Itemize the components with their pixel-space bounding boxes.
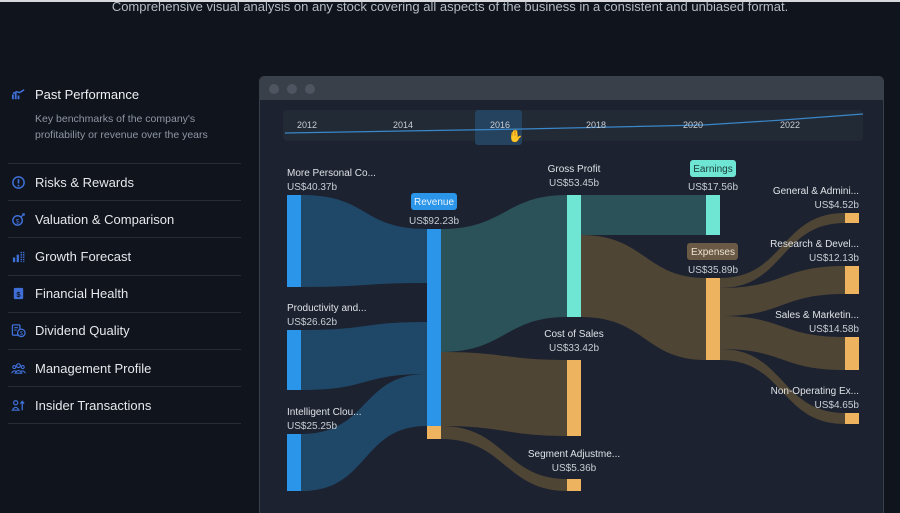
node-value: US$14.58b xyxy=(809,324,859,335)
node-value: US$17.56b xyxy=(688,182,738,193)
node-value: US$4.52b xyxy=(815,200,860,211)
timeline-year[interactable]: 2012 xyxy=(297,120,318,130)
person-arrow-icon xyxy=(10,397,26,413)
node-bar-revenue[interactable] xyxy=(427,229,441,426)
sidebar-item-label: Growth Forecast xyxy=(35,248,132,264)
sidebar-item-past-performance[interactable]: Past Performance Key benchmarks of the c… xyxy=(8,78,241,164)
svg-text:$: $ xyxy=(15,218,19,225)
node-label: Sales & Marketin... xyxy=(775,310,859,321)
sidebar-item-label: Dividend Quality xyxy=(35,323,130,339)
revenue-breakdown-flows xyxy=(441,195,567,491)
node-bar-productivity[interactable] xyxy=(287,330,301,390)
node-value: US$26.62b xyxy=(287,317,337,328)
node-value: US$92.23b xyxy=(409,216,459,227)
expense-flows xyxy=(720,213,845,424)
sidebar-item-label: Management Profile xyxy=(35,360,152,376)
window-close-dot[interactable] xyxy=(269,83,279,94)
timeline-year-selected[interactable]: 2016 xyxy=(490,120,511,130)
bar-chart-icon xyxy=(10,248,26,264)
sidebar-item-insider-transactions[interactable]: Insider Transactions xyxy=(8,387,241,425)
node-bar-cost-of-sales[interactable] xyxy=(567,360,581,436)
node-label: Productivity and... xyxy=(287,303,366,314)
node-label: Segment Adjustme... xyxy=(528,449,620,460)
node-bar-gross-profit[interactable] xyxy=(567,195,581,317)
svg-text:$: $ xyxy=(19,332,23,338)
node-bar-earnings[interactable] xyxy=(706,195,720,235)
revenue-pill xyxy=(411,193,457,210)
node-bar-expenses[interactable] xyxy=(706,278,720,360)
node-bar-s-and-m[interactable] xyxy=(845,337,859,370)
node-bar-non-operating[interactable] xyxy=(845,413,859,424)
node-value: US$12.13b xyxy=(809,253,859,264)
sidebar-item-label: Past Performance xyxy=(35,86,140,102)
node-value: US$33.42b xyxy=(549,343,599,354)
analysis-sidebar: Past Performance Key benchmarks of the c… xyxy=(8,78,241,425)
node-bar-intelligent-cloud[interactable] xyxy=(287,434,301,491)
page-subtitle: Comprehensive visual analysis on any sto… xyxy=(111,0,789,14)
timeline-year[interactable]: 2018 xyxy=(586,120,607,130)
node-bar-segment-adjustments[interactable] xyxy=(567,479,581,491)
node-bar-revenue-adjustment[interactable] xyxy=(427,426,441,439)
sidebar-item-growth-forecast[interactable]: Growth Forecast xyxy=(8,238,241,276)
top-edge xyxy=(0,0,900,2)
earnings-pill xyxy=(690,160,736,177)
node-bar-more-personal[interactable] xyxy=(287,195,301,287)
team-icon xyxy=(10,360,26,376)
year-timeline-slider[interactable]: 2012 2014 2016 2018 2020 2022 xyxy=(283,110,863,145)
window-titlebar xyxy=(260,77,883,100)
node-label: Non-Operating Ex... xyxy=(771,386,859,397)
sidebar-item-dividend-quality[interactable]: $ Dividend Quality xyxy=(8,313,241,350)
sidebar-item-description: Key benchmarks of the company's profitab… xyxy=(35,113,208,141)
timeline-revenue-line xyxy=(284,113,863,134)
timeline-year[interactable]: 2014 xyxy=(393,120,414,130)
node-value: US$53.45b xyxy=(549,178,599,189)
expenses-pill xyxy=(687,243,738,260)
node-value: US$5.36b xyxy=(552,463,597,474)
node-value: US$40.37b xyxy=(287,182,337,193)
timeline-year[interactable]: 2022 xyxy=(780,120,801,130)
gross-profit-flows xyxy=(581,195,706,360)
window-maximize-dot[interactable] xyxy=(305,83,315,94)
node-label: Research & Devel... xyxy=(770,239,859,250)
node-label: Gross Profit xyxy=(548,164,601,175)
window-minimize-dot[interactable] xyxy=(287,83,297,94)
node-bar-r-and-d[interactable] xyxy=(845,266,859,294)
timeline-year[interactable]: 2020 xyxy=(683,120,704,130)
sidebar-item-valuation[interactable]: $ Valuation & Comparison xyxy=(8,201,241,239)
line-chart-icon xyxy=(10,86,26,102)
node-value: US$25.25b xyxy=(287,421,337,432)
sidebar-item-management-profile[interactable]: Management Profile xyxy=(8,350,241,388)
alert-circle-icon xyxy=(10,174,26,190)
node-label: Earnings xyxy=(693,164,732,175)
sidebar-item-label: Financial Health xyxy=(35,286,129,302)
node-label: Revenue xyxy=(414,197,454,208)
node-value: US$35.89b xyxy=(688,265,738,276)
sidebar-item-financial-health[interactable]: $ Financial Health xyxy=(8,276,241,313)
timeline-selected-year-highlight[interactable] xyxy=(475,110,522,145)
sidebar-item-label: Valuation & Comparison xyxy=(35,211,175,227)
sidebar-item-label: Risks & Rewards xyxy=(35,174,134,190)
sidebar-item-label: Insider Transactions xyxy=(35,397,152,413)
income-sankey-chart: More Personal Co... US$40.37b Productivi… xyxy=(287,160,860,491)
node-label: More Personal Co... xyxy=(287,168,376,179)
sidebar-item-risks-rewards[interactable]: Risks & Rewards xyxy=(8,164,241,202)
document-dollar-icon: $ xyxy=(10,286,26,302)
node-label: Intelligent Clou... xyxy=(287,407,362,418)
svg-text:$: $ xyxy=(16,290,21,299)
node-label: Cost of Sales xyxy=(544,329,603,340)
node-label: Expenses xyxy=(691,247,735,258)
node-bar-g-and-a[interactable] xyxy=(845,213,859,223)
node-value: US$4.65b xyxy=(815,400,860,411)
revenue-flows xyxy=(301,195,427,491)
hand-cursor-icon: ✋ xyxy=(508,129,523,143)
preview-window: 2012 2014 2016 2018 2020 2022 ✋ xyxy=(259,76,884,513)
dividend-coin-icon: $ xyxy=(10,323,26,339)
dollar-arrow-icon: $ xyxy=(10,211,26,227)
node-label: General & Admini... xyxy=(773,186,859,197)
